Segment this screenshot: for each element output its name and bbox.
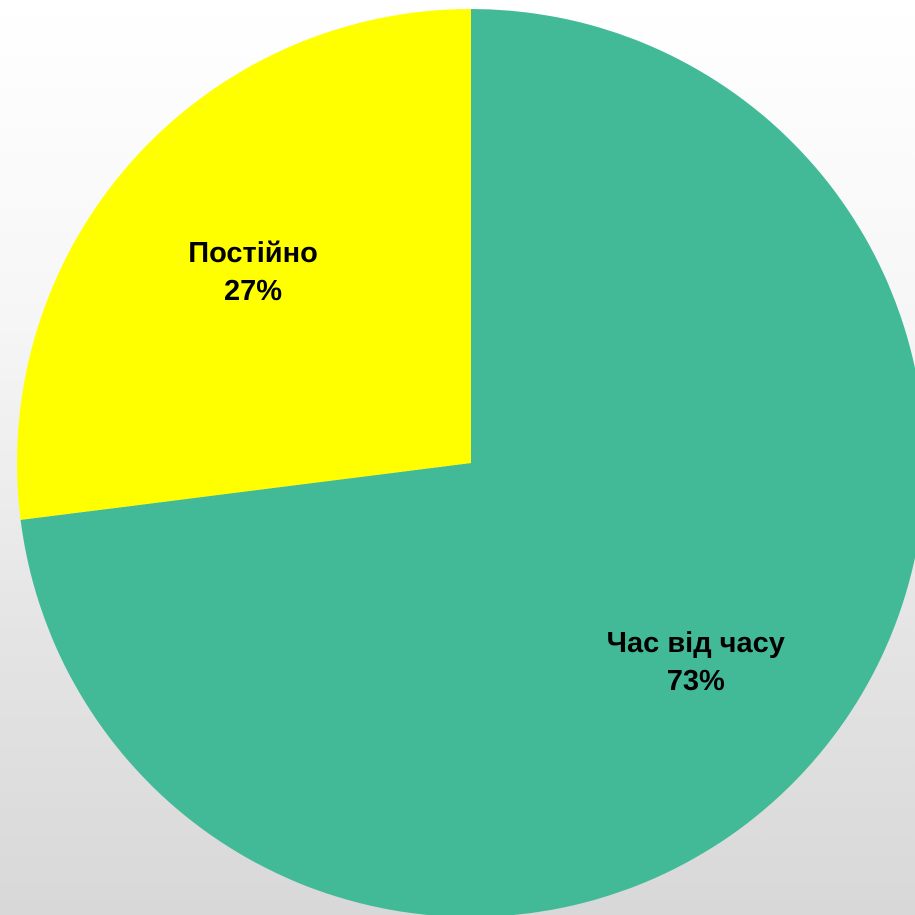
slice-percent-label: 73% [667, 665, 725, 697]
pie-slice [16, 9, 471, 520]
pie-slices [16, 9, 915, 915]
slice-category-label: Постійно [188, 237, 318, 269]
pie-slice [20, 9, 915, 915]
slice-percent-label: 27% [224, 275, 282, 307]
slice-category-label: Час від часу [607, 627, 785, 659]
pie-labels: Час від часу 73% Постійно 27% [188, 237, 785, 697]
